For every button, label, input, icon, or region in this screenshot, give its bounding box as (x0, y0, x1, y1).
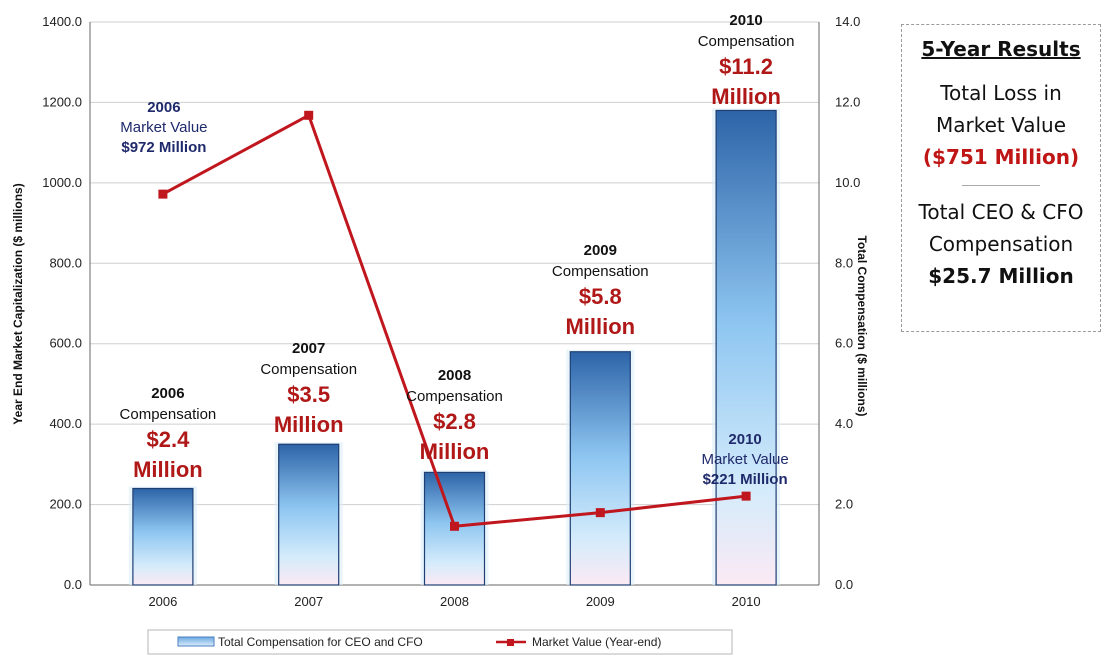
legend-line-marker (507, 639, 514, 646)
bar (278, 443, 340, 586)
comp-annotation-year: 2010 (729, 12, 762, 29)
left-tick-label: 1200.0 (42, 94, 82, 109)
comp-annotation-amount: $2.4 (146, 427, 190, 452)
market-value-annotation-amount: $972 Million (121, 139, 206, 156)
comp-annotation-year: 2006 (151, 385, 184, 402)
comp-annotation-amount: $3.5 (287, 382, 330, 407)
comp-label-line1: Total CEO & CFO (918, 200, 1084, 224)
left-axis-ticks: 0.0 200.0 400.0 600.0 800.0 1000.0 1200.0 1400.… (42, 14, 82, 592)
annotations: 2006 Compensation $2.4 Million 2007 Compensat… (120, 12, 795, 488)
market-value-annotation-label: Market Value (120, 119, 207, 136)
legend-bar-label: Total Compensation for CEO and CFO (218, 635, 423, 649)
right-tick-label: 2.0 (835, 497, 853, 512)
comp-annotation-label: Compensation (552, 263, 649, 280)
line-point (595, 508, 605, 518)
left-tick-label: 600.0 (49, 336, 82, 351)
right-tick-label: 12.0 (835, 94, 860, 109)
line-point (304, 110, 314, 120)
loss-label-line2: Market Value (935, 113, 1067, 137)
right-tick-label: 4.0 (835, 416, 853, 431)
market-value-annotation-label: Market Value (701, 451, 788, 468)
market-value-annotation-year: 2006 (147, 99, 180, 116)
comp-annotation-unit: Million (274, 412, 344, 437)
comp-label-line2: Compensation (928, 232, 1074, 256)
comp-annotation-unit: Million (711, 84, 781, 109)
comp-annotation-year: 2008 (438, 367, 471, 384)
bar (132, 487, 194, 586)
comp-annotation-label: Compensation (120, 406, 217, 423)
right-axis-title: Total Compensation ($ millions) (855, 235, 869, 416)
x-tick-label: 2010 (732, 594, 761, 609)
x-tick-label: 2007 (294, 594, 323, 609)
line-point (741, 491, 751, 501)
comp-annotation-year: 2009 (584, 242, 617, 259)
chart: 2006 2007 2008 2009 2010 0.0 200.0 400.0 600.0 8… (11, 12, 869, 655)
line-path (162, 113, 747, 528)
bars (128, 108, 781, 586)
bar (715, 109, 777, 586)
comp-annotation-amount: $11.2 (719, 54, 773, 79)
left-axis-title: Year End Market Capitalization ($ millio… (11, 183, 25, 424)
bar (569, 351, 631, 586)
loss-label-line1: Total Loss in (940, 81, 1062, 105)
right-tick-label: 8.0 (835, 255, 853, 270)
comp-annotation-year: 2007 (292, 340, 325, 357)
results-panel: 5-Year Results Total Loss in Market Valu… (901, 24, 1101, 332)
comp-annotation-unit: Million (565, 314, 635, 339)
results-title: 5-Year Results (921, 37, 1081, 61)
comp-annotation-label: Compensation (406, 388, 503, 405)
legend: Total Compensation for CEO and CFO Marke… (147, 629, 733, 655)
comp-annotation-unit: Million (420, 439, 490, 464)
left-tick-label: 400.0 (49, 416, 82, 431)
line-point (450, 521, 459, 531)
comp-annotation-unit: Million (133, 457, 203, 482)
x-tick-label: 2008 (440, 594, 469, 609)
market-value-annotation-amount: $221 Million (703, 471, 788, 488)
line-point (158, 189, 168, 199)
comp-value: $25.7 Million (928, 264, 1074, 288)
left-tick-label: 200.0 (49, 497, 82, 512)
right-tick-label: 10.0 (835, 175, 860, 190)
left-tick-label: 0.0 (64, 577, 82, 592)
left-tick-label: 800.0 (49, 255, 82, 270)
x-tick-labels: 2006 2007 2008 2009 2010 (148, 594, 760, 609)
right-axis-ticks: 0.0 2.0 4.0 6.0 8.0 10.0 12.0 14.0 (835, 14, 860, 592)
market-value-annotation-year: 2010 (728, 431, 761, 448)
comp-annotation-label: Compensation (698, 33, 795, 50)
x-tick-label: 2006 (148, 594, 177, 609)
gridlines (90, 21, 819, 506)
legend-bar-swatch (177, 636, 215, 647)
comp-annotation-label: Compensation (260, 361, 357, 378)
loss-value: ($751 Million) (922, 145, 1080, 169)
divider (962, 185, 1040, 186)
market-value-line (158, 110, 751, 531)
right-tick-label: 6.0 (835, 336, 853, 351)
x-tick-label: 2009 (586, 594, 615, 609)
right-tick-label: 14.0 (835, 14, 860, 29)
comp-annotation-amount: $5.8 (579, 284, 622, 309)
comp-annotation-amount: $2.8 (433, 409, 476, 434)
left-tick-label: 1400.0 (42, 14, 82, 29)
legend-line-label: Market Value (Year-end) (532, 635, 661, 649)
right-tick-label: 0.0 (835, 577, 853, 592)
left-tick-label: 1000.0 (42, 175, 82, 190)
